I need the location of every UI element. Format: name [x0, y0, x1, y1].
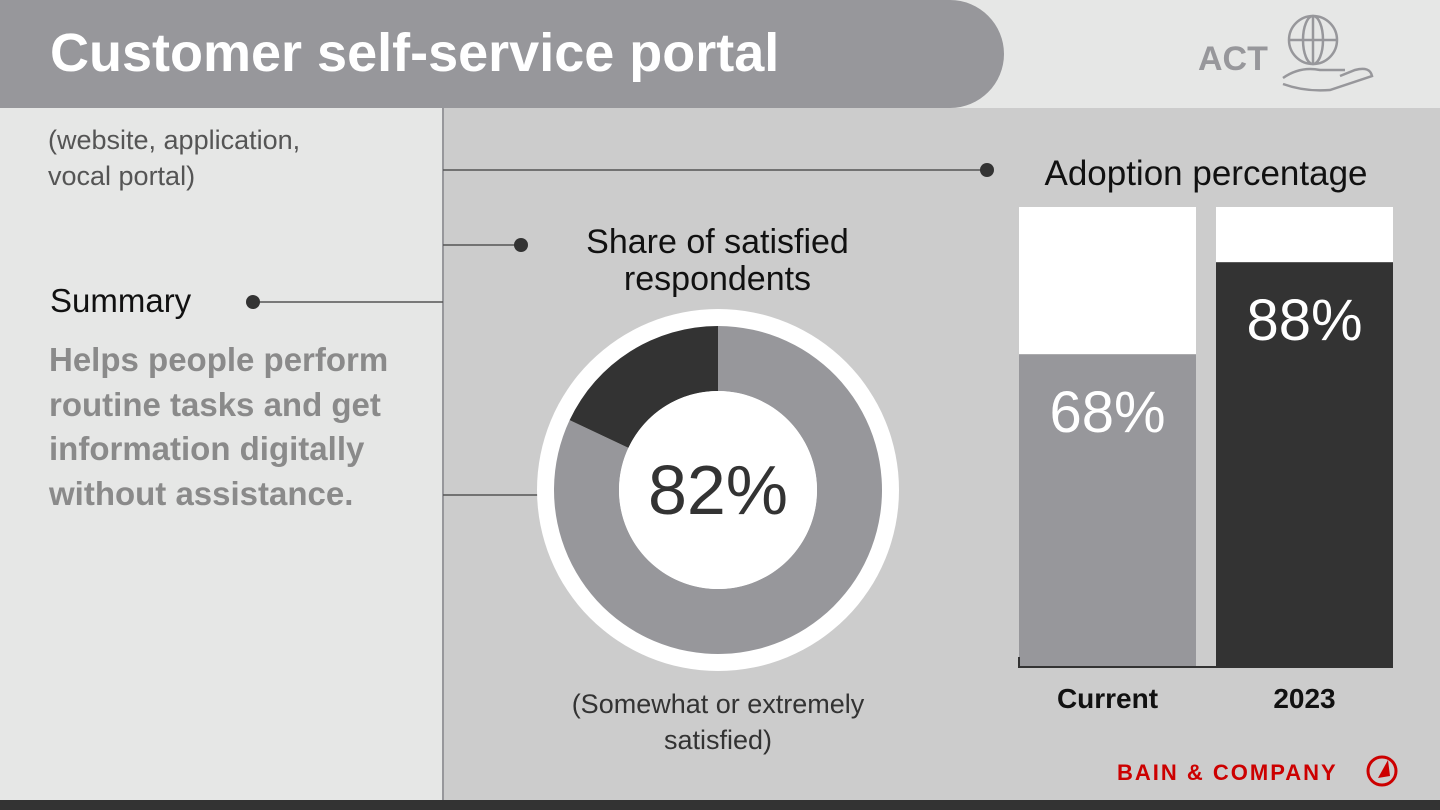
x-tick-label: Current [1057, 683, 1158, 714]
logo-icon-mark [1378, 760, 1390, 778]
donut-hole [619, 391, 817, 589]
donut-title: Share of satisfied respondents [586, 223, 849, 298]
connectors [246, 163, 994, 496]
donut-segment [569, 326, 718, 448]
summary-text: Helps people perform routine tasks and g… [49, 341, 389, 512]
bar [1216, 262, 1393, 667]
bar [1019, 354, 1196, 667]
bottom-strip [0, 800, 1440, 810]
header-band [0, 0, 1004, 108]
x-tick-label: 2023 [1273, 683, 1335, 714]
logo: BAIN & COMPANY [1117, 760, 1338, 785]
donut-segment [553, 326, 882, 655]
badge: ACT [1198, 40, 1268, 78]
donut-label: 82% [648, 451, 788, 529]
bar-title: Adoption percentage [1044, 154, 1368, 193]
bar-label: 88% [1246, 288, 1362, 353]
left-panel [0, 108, 443, 800]
summary-label: Summary [50, 282, 192, 319]
act-icon [1282, 14, 1374, 92]
subtitle: (website, application, vocal portal) [48, 125, 301, 191]
x-axis [1018, 657, 1393, 668]
title: Customer self-service portal [50, 23, 780, 83]
bar-label: 68% [1049, 380, 1165, 445]
donut-note: (Somewhat or extremely satisfied) [571, 689, 865, 755]
logo-icon [1366, 755, 1398, 787]
